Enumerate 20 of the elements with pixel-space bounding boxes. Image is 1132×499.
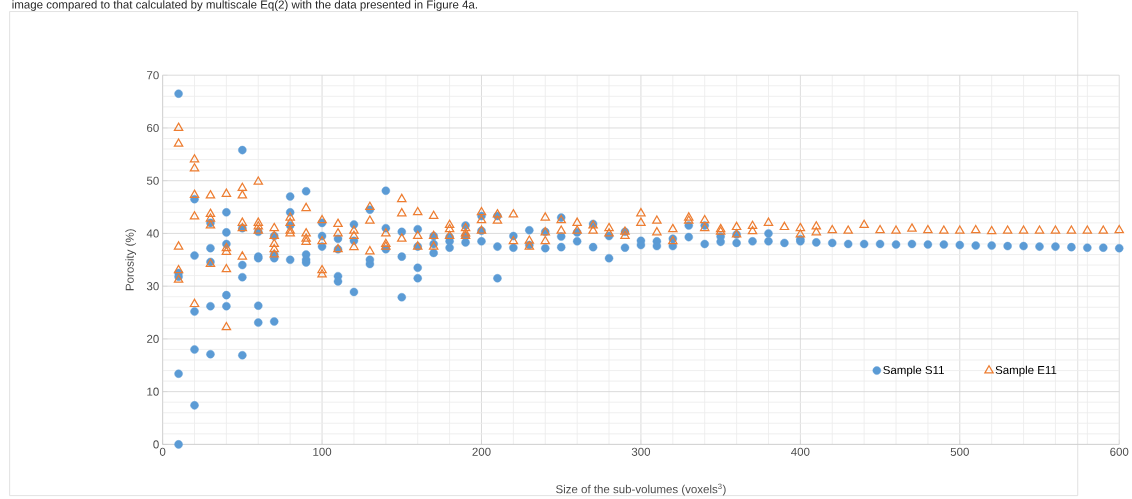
y-tick-label: 10	[147, 387, 159, 396]
y-tick-label: 20	[147, 334, 159, 344]
y-tick-label: 60	[147, 124, 159, 133]
y-axis-title: Porosity (%)	[125, 229, 137, 291]
y-tick-label: 40	[146, 229, 159, 238]
y-tick-label: 30	[146, 282, 159, 291]
x-tick-label: 600	[1110, 447, 1129, 457]
x-axis-title: Size of the sub-volumes (voxels$^{3}$)	[556, 483, 726, 496]
y-tick-label: 50	[146, 176, 159, 185]
legend-label: Sample S11	[883, 365, 944, 377]
x-tick-label: 0	[159, 447, 166, 457]
y-tick-label: 70	[147, 71, 159, 80]
x-tick-label: 400	[791, 447, 810, 457]
legend-label: Sample E11	[995, 365, 1057, 377]
x-tick-label: 500	[950, 447, 969, 457]
text: image compared to that calculated by multiscale Eq(2) with the data presented in Figure 4a.	[12, 0, 477, 12]
y-tick-label: 0	[153, 440, 159, 449]
x-tick-label: 300	[631, 447, 651, 457]
x-tick-label: 200	[472, 447, 491, 457]
x-tick-label: 100	[313, 447, 332, 457]
